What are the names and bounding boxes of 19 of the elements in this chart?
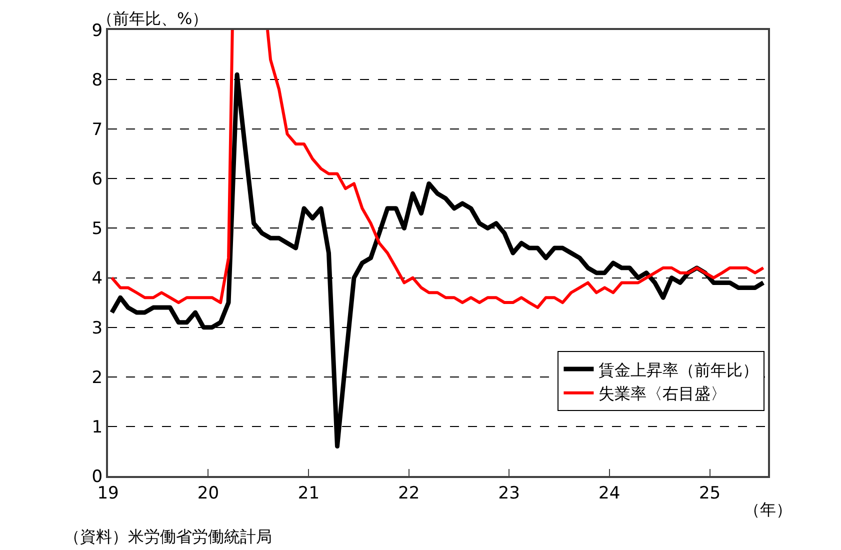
line-series [110, 72, 766, 449]
legend-label: 賃金上昇率（前年比） [598, 360, 759, 380]
x-tick-label: 21 [298, 483, 320, 504]
y-tick-label: 4 [92, 268, 103, 289]
x-tick-label: 23 [498, 483, 520, 504]
y-tick-label: 3 [92, 318, 103, 338]
y-tick-label: 8 [92, 70, 103, 91]
y-tick-label: 2 [92, 368, 103, 388]
legend-label: 失業率〈右目盛〉 [598, 384, 727, 404]
y-tick-label: 7 [92, 120, 103, 140]
x-tick-label: 20 [197, 483, 220, 504]
y-tick-label: 5 [92, 219, 103, 240]
y-tick-label: 6 [92, 170, 103, 190]
text: （資料）米労働省労働統計局 [64, 527, 272, 546]
y-tick-label: 1 [92, 417, 103, 438]
x-axis-title: （年） [744, 500, 792, 519]
x-tick-label: 22 [398, 483, 420, 504]
x-tick-label: 24 [598, 483, 620, 504]
x-tick-label: 25 [698, 483, 721, 504]
